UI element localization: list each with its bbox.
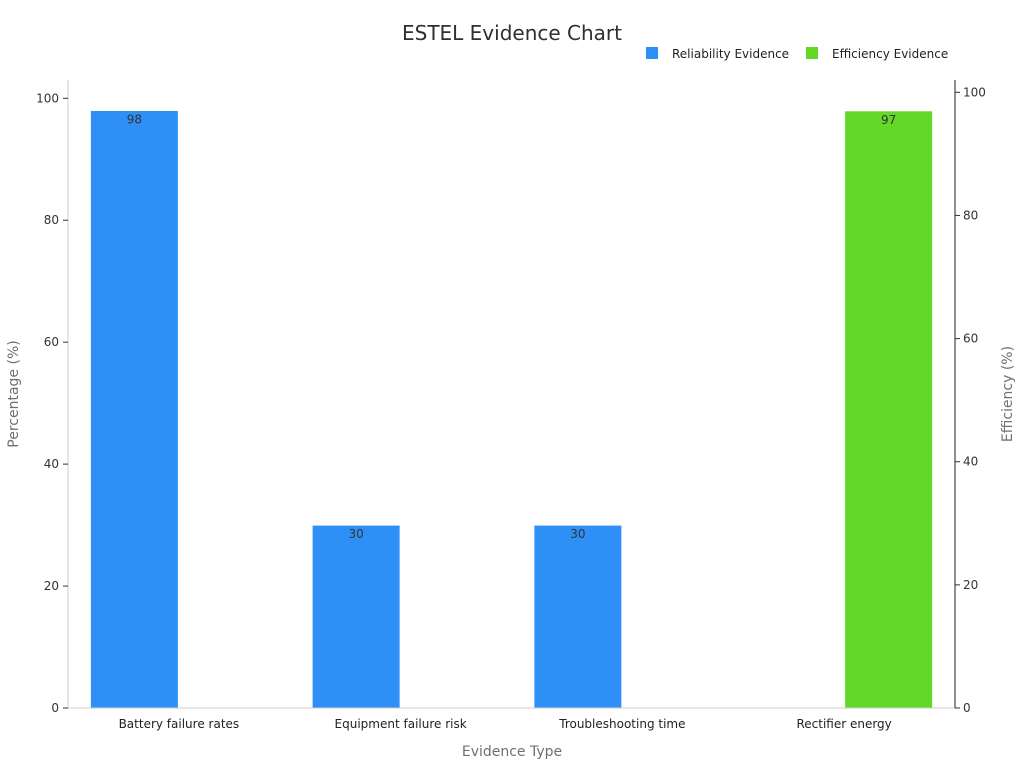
left-y-ticks: 0 20 40 60 80 100	[36, 91, 68, 715]
chart-title: ESTEL Evidence Chart	[402, 21, 622, 45]
left-y-tick-label: 100	[36, 91, 59, 105]
legend-label-reliability: Reliability Evidence	[672, 47, 789, 61]
x-axis-title: Evidence Type	[462, 744, 562, 760]
left-y-axis-title: Percentage (%)	[6, 340, 22, 447]
right-y-tick-label: 60	[963, 332, 978, 346]
legend-swatch-reliability	[646, 47, 658, 59]
right-y-tick-label: 20	[963, 578, 978, 592]
data-label-reliability-2: 30	[570, 527, 585, 541]
bars-layer	[89, 109, 934, 709]
left-y-tick-label: 0	[51, 701, 59, 715]
right-y-tick-label: 40	[963, 455, 978, 469]
left-y-tick-label: 40	[44, 457, 59, 471]
x-ticks: Battery failure rates Equipment failure r…	[119, 717, 892, 731]
left-y-tick-label: 20	[44, 579, 59, 593]
bar-efficiency-3	[844, 110, 934, 709]
data-label-reliability-1: 30	[348, 527, 363, 541]
legend-label-efficiency: Efficiency Evidence	[832, 47, 948, 61]
right-y-ticks: 0 20 40 60 80 100	[955, 85, 986, 715]
x-tick-label: Troubleshooting time	[558, 717, 685, 731]
right-y-tick-label: 100	[963, 85, 986, 99]
data-label-efficiency-3: 97	[881, 113, 896, 127]
x-tick-label: Equipment failure risk	[335, 717, 467, 731]
left-y-tick-label: 80	[44, 213, 59, 227]
legend-swatch-efficiency	[806, 47, 818, 59]
right-y-axis-title: Efficiency (%)	[1000, 346, 1016, 442]
x-tick-label: Rectifier energy	[796, 717, 891, 731]
x-tick-label: Battery failure rates	[119, 717, 240, 731]
right-y-tick-label: 0	[963, 701, 971, 715]
left-y-tick-label: 60	[44, 335, 59, 349]
bar-reliability-0	[89, 109, 179, 709]
data-label-reliability-0: 98	[127, 112, 142, 126]
bar-reliability-2	[533, 524, 623, 709]
legend: Reliability Evidence Efficiency Evidence	[646, 47, 948, 61]
bar-reliability-1	[311, 524, 401, 709]
right-y-tick-label: 80	[963, 208, 978, 222]
data-labels-layer: 98 30 30 97	[127, 112, 897, 541]
